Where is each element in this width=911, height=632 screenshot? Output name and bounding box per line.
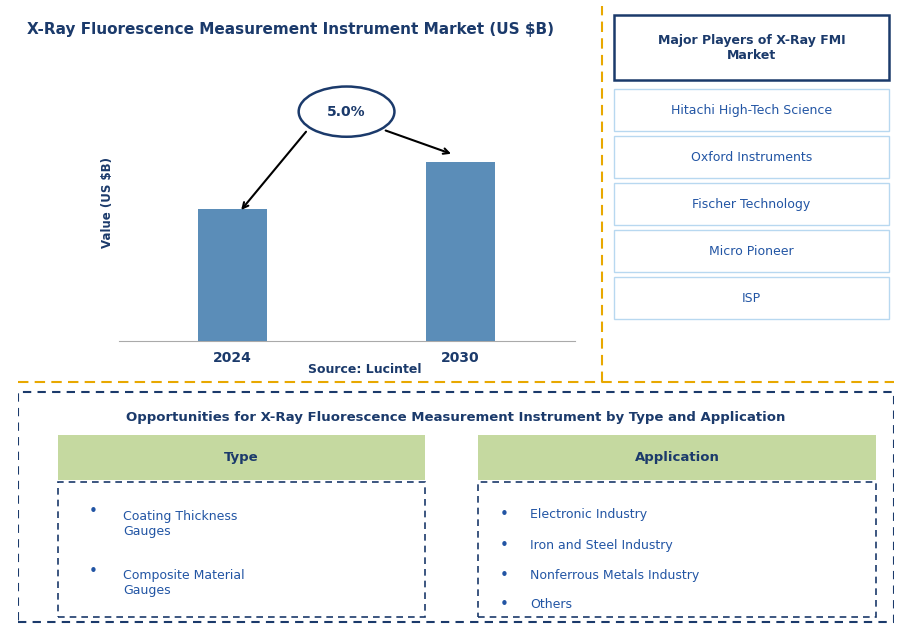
Text: Oxford Instruments: Oxford Instruments xyxy=(691,150,811,164)
FancyBboxPatch shape xyxy=(613,15,888,80)
FancyBboxPatch shape xyxy=(613,136,888,178)
Text: •: • xyxy=(499,568,508,583)
FancyBboxPatch shape xyxy=(613,183,888,226)
Bar xyxy=(199,209,267,341)
FancyBboxPatch shape xyxy=(57,482,425,617)
FancyBboxPatch shape xyxy=(613,230,888,272)
Bar xyxy=(426,162,494,341)
Text: Composite Material
Gauges: Composite Material Gauges xyxy=(123,569,245,597)
Text: Hitachi High-Tech Science: Hitachi High-Tech Science xyxy=(670,104,831,117)
Text: Coating Thickness
Gauges: Coating Thickness Gauges xyxy=(123,510,238,538)
Text: Opportunities for X-Ray Fluorescence Measurement Instrument by Type and Applicat: Opportunities for X-Ray Fluorescence Mea… xyxy=(127,411,784,423)
FancyBboxPatch shape xyxy=(57,435,425,480)
Text: 5.0%: 5.0% xyxy=(327,105,365,119)
Text: Nonferrous Metals Industry: Nonferrous Metals Industry xyxy=(530,569,699,583)
Text: Major Players of X-Ray FMI
Market: Major Players of X-Ray FMI Market xyxy=(657,33,844,61)
Text: Iron and Steel Industry: Iron and Steel Industry xyxy=(530,538,672,552)
Text: •: • xyxy=(88,504,97,520)
FancyBboxPatch shape xyxy=(613,277,888,319)
FancyBboxPatch shape xyxy=(613,89,888,131)
Text: •: • xyxy=(88,564,97,579)
Text: ISP: ISP xyxy=(742,291,760,305)
Text: •: • xyxy=(499,538,508,552)
FancyBboxPatch shape xyxy=(477,435,875,480)
FancyBboxPatch shape xyxy=(477,482,875,617)
Text: •: • xyxy=(499,507,508,522)
Text: X-Ray Fluorescence Measurement Instrument Market (US $B): X-Ray Fluorescence Measurement Instrumen… xyxy=(27,22,554,37)
Text: Source: Lucintel: Source: Lucintel xyxy=(308,363,421,377)
Text: Others: Others xyxy=(530,598,572,611)
Text: Electronic Industry: Electronic Industry xyxy=(530,507,647,521)
Text: Type: Type xyxy=(224,451,259,464)
FancyBboxPatch shape xyxy=(18,392,893,622)
Y-axis label: Value (US $B): Value (US $B) xyxy=(101,157,114,248)
Text: Micro Pioneer: Micro Pioneer xyxy=(709,245,793,258)
Text: •: • xyxy=(499,597,508,612)
Text: Application: Application xyxy=(634,451,719,464)
Text: Fischer Technology: Fischer Technology xyxy=(691,198,810,210)
